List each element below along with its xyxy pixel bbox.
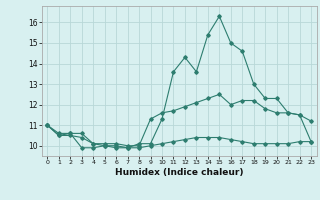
X-axis label: Humidex (Indice chaleur): Humidex (Indice chaleur) [115, 168, 244, 177]
